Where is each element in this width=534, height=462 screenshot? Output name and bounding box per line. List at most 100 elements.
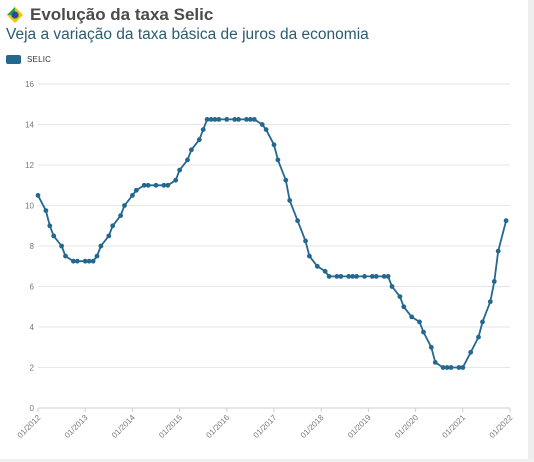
- data-point: [110, 223, 116, 229]
- data-point: [212, 117, 218, 122]
- data-point: [141, 182, 147, 188]
- y-tick-label: 10: [25, 202, 34, 211]
- data-point: [338, 274, 344, 279]
- data-point: [444, 365, 450, 370]
- data-point: [161, 182, 167, 188]
- y-tick-label: 0: [30, 404, 35, 413]
- data-point: [409, 314, 415, 320]
- data-point: [51, 233, 57, 239]
- data-point: [204, 117, 210, 122]
- data-point: [259, 122, 265, 127]
- data-point: [74, 258, 80, 264]
- data-point: [216, 117, 222, 122]
- data-point: [236, 117, 242, 122]
- brazil-flag-icon: [6, 6, 24, 24]
- y-tick-label: 12: [25, 161, 34, 170]
- data-point: [381, 274, 387, 279]
- legend-swatch: [6, 55, 21, 64]
- data-point: [271, 142, 277, 148]
- data-point: [295, 218, 300, 224]
- data-point: [224, 117, 230, 122]
- data-point: [460, 365, 466, 370]
- data-point: [59, 243, 64, 249]
- data-point: [373, 274, 379, 279]
- data-point: [82, 258, 88, 264]
- x-tick-label: 01/2016: [204, 413, 231, 440]
- data-point: [322, 268, 328, 274]
- data-point: [476, 334, 481, 340]
- data-point: [177, 167, 183, 173]
- data-point: [448, 365, 454, 370]
- data-point: [432, 360, 438, 365]
- page-title: Evolução da taxa Selic: [30, 5, 214, 24]
- data-point: [71, 258, 76, 264]
- data-point: [90, 258, 96, 264]
- data-point: [63, 253, 68, 259]
- x-tick-label: 01/2012: [16, 413, 43, 440]
- data-point: [397, 294, 403, 299]
- data-point: [468, 349, 474, 355]
- data-point: [491, 279, 497, 284]
- series-line-selic: [37, 118, 507, 369]
- data-point: [106, 233, 112, 239]
- data-point: [208, 117, 214, 122]
- data-point: [401, 304, 407, 310]
- data-point: [153, 182, 159, 188]
- title-row: Evolução da taxa Selic: [6, 4, 213, 26]
- y-tick-label: 16: [25, 80, 34, 89]
- y-tick-label: 8: [30, 242, 35, 251]
- selic-line-chart: 0 2 4 6 8 10 12 14 16 01/2012 01/2013 01/2014 01/201…: [16, 80, 515, 440]
- data-point: [303, 238, 308, 244]
- data-point: [417, 319, 422, 325]
- data-point: [248, 117, 253, 122]
- data-point: [389, 284, 395, 289]
- data-point: [86, 258, 92, 264]
- y-tick-label: 4: [30, 323, 35, 332]
- x-tick-label: 01/2021: [440, 413, 467, 440]
- data-point: [354, 274, 359, 279]
- x-tick-label: 01/2018: [299, 413, 326, 440]
- data-point: [503, 218, 509, 224]
- x-tick-label: 01/2017: [252, 413, 279, 440]
- x-tick-label: 01/2020: [393, 413, 420, 440]
- data-point: [326, 274, 332, 279]
- data-point: [385, 274, 391, 279]
- legend-label-selic: SELIC: [27, 55, 52, 64]
- x-tick-label: 01/2019: [346, 413, 373, 440]
- data-point: [346, 274, 352, 279]
- data-point: [263, 127, 269, 132]
- data-point: [287, 198, 293, 203]
- data-point: [47, 223, 53, 229]
- data-point: [283, 177, 289, 183]
- data-point: [428, 344, 434, 350]
- x-tick-label: 01/2015: [157, 413, 184, 440]
- data-point: [334, 274, 340, 279]
- data-point: [251, 117, 257, 122]
- data-point: [94, 253, 100, 259]
- page-subtitle: Veja a variação da taxa básica de juros …: [6, 26, 369, 43]
- x-tick-label: 01/2022: [488, 413, 515, 440]
- data-point: [189, 147, 194, 153]
- data-point: [173, 177, 179, 183]
- data-point: [35, 193, 41, 198]
- data-point: [487, 299, 493, 305]
- page-edge-right: [528, 0, 534, 462]
- data-point: [185, 157, 190, 163]
- data-point: [456, 365, 462, 370]
- data-point: [350, 274, 356, 279]
- y-tick-label: 14: [25, 121, 34, 130]
- data-point: [145, 182, 151, 188]
- data-point: [98, 243, 104, 249]
- data-point: [314, 263, 320, 269]
- x-tick-label: 01/2014: [110, 413, 137, 440]
- data-point: [480, 319, 485, 325]
- data-point: [232, 117, 238, 122]
- legend: SELIC: [6, 55, 51, 64]
- data-point: [196, 137, 202, 143]
- page-edge-bottom: [0, 459, 534, 462]
- data-point: [421, 329, 426, 335]
- data-point: [307, 253, 312, 259]
- data-point: [130, 193, 135, 198]
- data-point: [244, 117, 249, 122]
- data-point: [369, 274, 375, 279]
